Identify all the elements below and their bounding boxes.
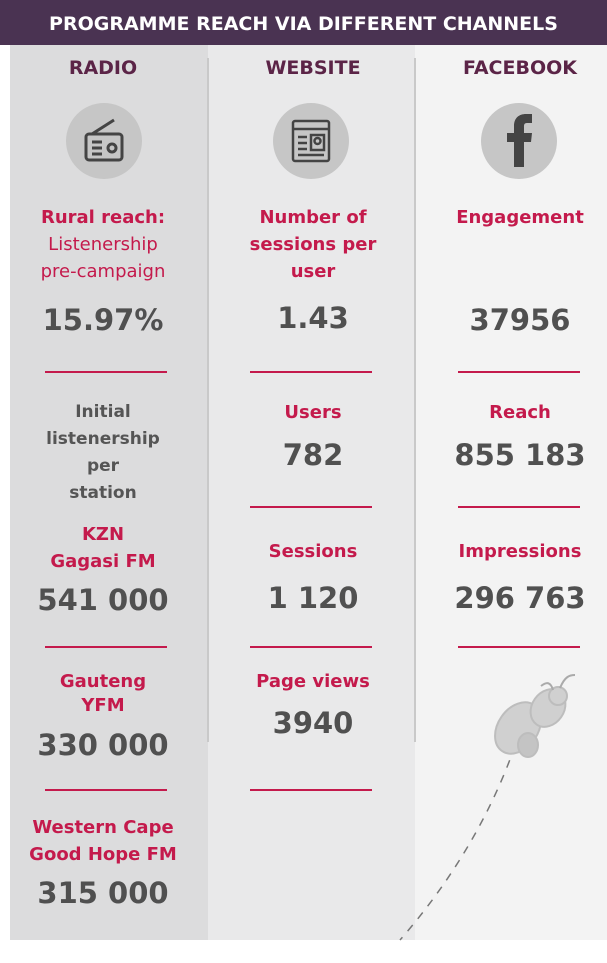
column-separator (207, 58, 209, 742)
metric-value: 3940 (272, 706, 354, 740)
metric-value: 855 183 (454, 438, 586, 472)
station-value: 330 000 (37, 728, 169, 762)
divider (458, 646, 580, 648)
metric-label: Page views (256, 671, 370, 692)
facebook-icon (507, 114, 532, 167)
divider (45, 789, 167, 791)
group-label: listenership (46, 429, 160, 449)
column-heading: FACEBOOK (463, 57, 577, 79)
station-name: KZN (81, 524, 125, 545)
divider (250, 371, 372, 373)
divider (458, 506, 580, 508)
metric-value: 782 (282, 438, 344, 472)
metric-value: 296 763 (454, 581, 586, 615)
station-name: Gagasi FM (50, 551, 156, 572)
radio-icon-bg (66, 103, 142, 179)
facebook-column-bg (415, 45, 607, 940)
metric-label: Number of (259, 207, 367, 228)
header-title: PROGRAMME REACH VIA DIFFERENT CHANNELS (49, 13, 558, 35)
station-name: Gauteng (59, 671, 147, 692)
divider (458, 371, 580, 373)
metric-label: sessions per (249, 234, 377, 255)
website-icon (291, 119, 331, 163)
bee (494, 674, 576, 758)
divider (45, 646, 167, 648)
metric-value: 37956 (469, 303, 571, 337)
group-label: per (86, 456, 120, 476)
station-name: Good Hope FM (29, 844, 177, 865)
radio-icon (84, 118, 124, 162)
group-label: station (69, 483, 137, 503)
header-bar (0, 0, 607, 45)
metric-sublabel: Listenership (48, 234, 158, 255)
column-heading: WEBSITE (265, 57, 361, 79)
metric-value: 1.43 (277, 301, 349, 335)
group-label: Initial (75, 402, 131, 422)
column-heading: RADIO (68, 57, 138, 79)
metric-value: 15.97% (42, 303, 164, 337)
divider (45, 371, 167, 373)
station-value: 315 000 (37, 876, 169, 910)
metric-label: Users (284, 402, 342, 423)
metric-label: Sessions (268, 541, 358, 562)
divider (250, 646, 372, 648)
station-name: YFM (81, 695, 125, 716)
station-name: Western Cape (32, 817, 174, 838)
station-value: 541 000 (37, 583, 169, 617)
divider (250, 789, 372, 791)
metric-sublabel: pre-campaign (40, 261, 166, 282)
bee-trail (399, 729, 521, 941)
metric-label: Impressions (458, 541, 582, 562)
column-separator (414, 58, 416, 742)
metric-label: Reach (489, 402, 551, 423)
metric-label: user (290, 261, 336, 282)
metric-label: Engagement (456, 207, 584, 228)
divider (250, 506, 372, 508)
metric-label: Rural reach: (40, 207, 166, 228)
metric-value: 1 120 (267, 581, 359, 615)
